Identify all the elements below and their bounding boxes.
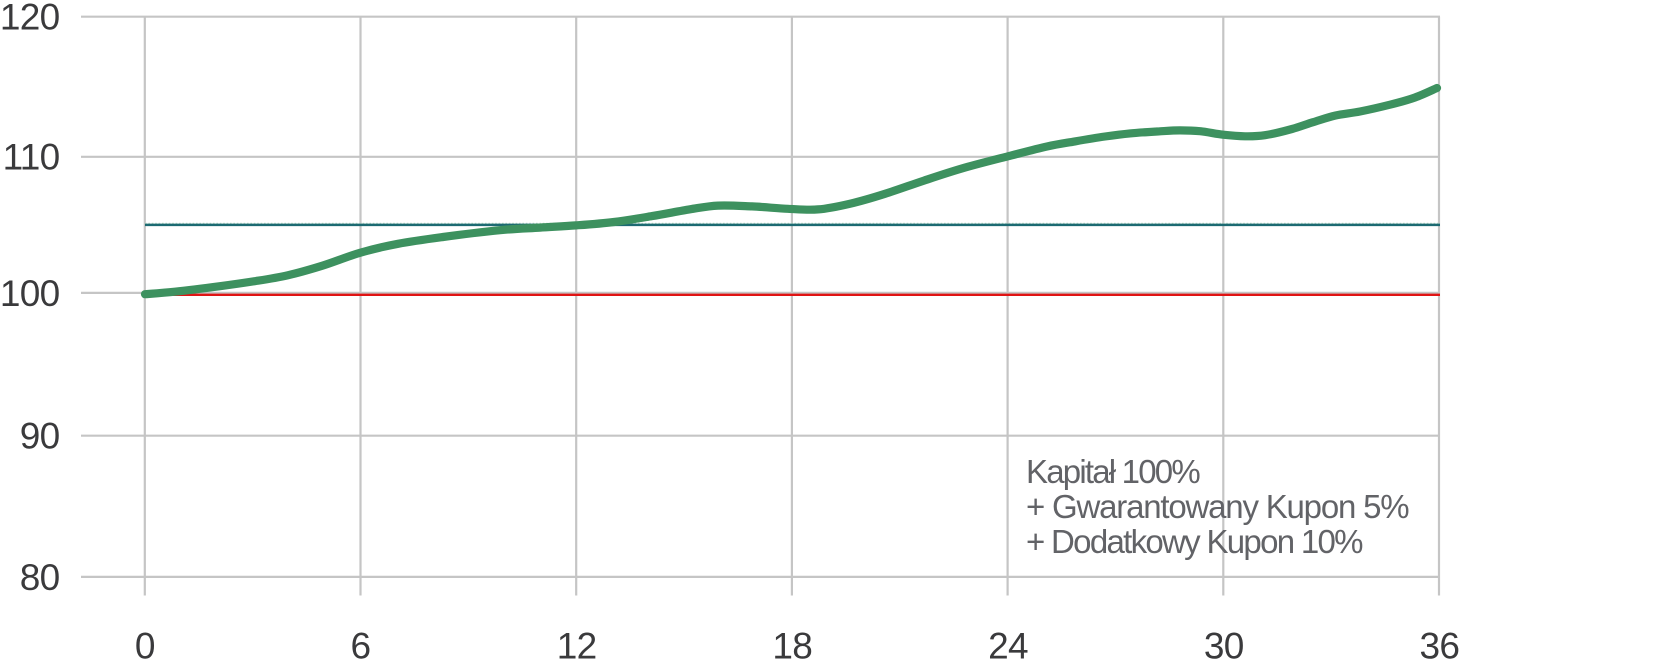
svg-text:+ Gwarantowany Kupon 5%: + Gwarantowany Kupon 5% xyxy=(1026,488,1409,525)
svg-text:24: 24 xyxy=(988,625,1028,659)
svg-text:Kapitał 100%: Kapitał 100% xyxy=(1026,453,1200,490)
svg-text:100: 100 xyxy=(0,273,60,314)
svg-text:110: 110 xyxy=(3,137,60,178)
svg-text:12: 12 xyxy=(557,625,597,659)
svg-text:+ Dodatkowy Kupon 10%: + Dodatkowy Kupon 10% xyxy=(1026,523,1363,560)
svg-text:0: 0 xyxy=(135,625,155,659)
svg-text:80: 80 xyxy=(20,557,60,598)
svg-text:18: 18 xyxy=(772,625,812,659)
svg-text:120: 120 xyxy=(0,0,60,38)
svg-text:90: 90 xyxy=(20,416,60,457)
svg-text:36: 36 xyxy=(1420,625,1460,659)
svg-text:6: 6 xyxy=(351,625,371,659)
svg-text:30: 30 xyxy=(1204,625,1244,659)
